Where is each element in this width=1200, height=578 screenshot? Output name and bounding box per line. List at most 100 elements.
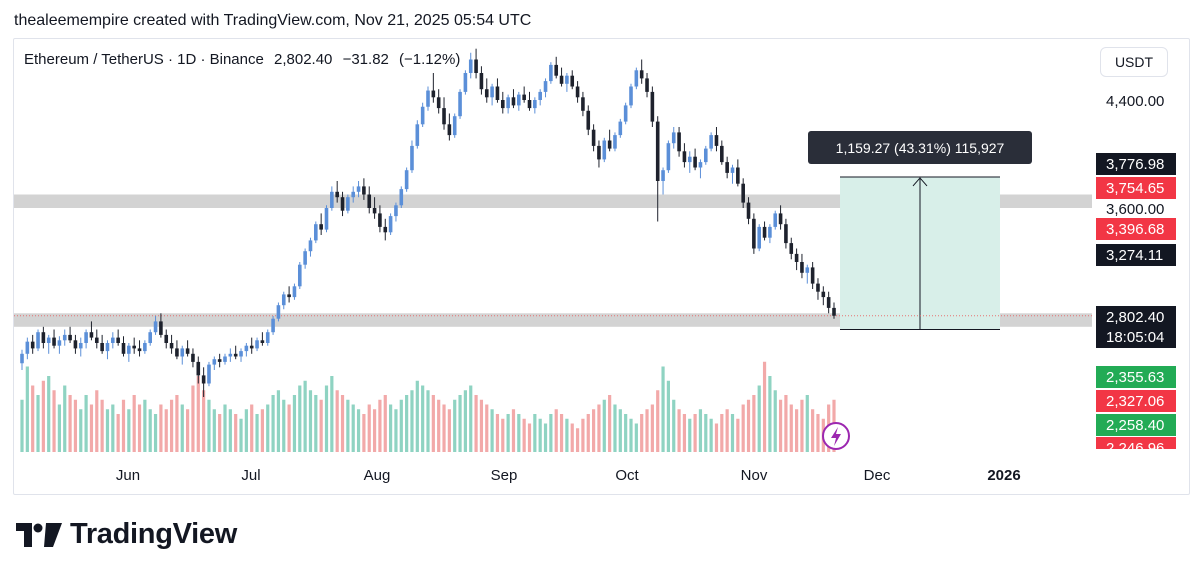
candle-body <box>597 145 601 160</box>
candle-body <box>500 100 505 109</box>
volume-bar <box>260 409 264 452</box>
candle-body <box>303 251 307 265</box>
candle <box>431 73 436 103</box>
candle <box>458 89 462 119</box>
candle-body <box>602 140 607 160</box>
candle <box>757 224 762 252</box>
candle-body <box>143 343 147 352</box>
x-axis-label: Nov <box>741 467 768 484</box>
candle <box>789 237 794 260</box>
candle <box>703 145 708 165</box>
volume-bar <box>367 404 371 452</box>
volume-bar <box>228 409 232 452</box>
tradingview-logo[interactable]: TradingView <box>16 518 237 551</box>
candle <box>671 127 676 149</box>
volume-bar <box>811 409 815 452</box>
volume-bar <box>720 414 724 452</box>
candle-body <box>442 108 446 125</box>
volume-bar <box>79 409 83 452</box>
candle <box>597 140 601 168</box>
currency-selector[interactable]: USDT <box>1100 47 1168 77</box>
candle <box>607 129 612 152</box>
candle <box>404 167 409 192</box>
volume-bar <box>517 414 521 452</box>
candle-body <box>677 132 681 152</box>
candle <box>191 348 195 368</box>
candle-body <box>36 332 40 349</box>
x-axis-label: Aug <box>364 467 391 484</box>
volume-bar <box>688 418 692 452</box>
measure-arrow-head <box>912 177 928 187</box>
symbol-name[interactable]: Ethereum / TetherUS · 1D · Binance <box>24 51 264 68</box>
candle-body <box>255 340 259 349</box>
candle <box>661 167 665 195</box>
volume-bar <box>89 404 94 452</box>
price-tag: 3,396.68 <box>1096 218 1176 240</box>
volume-bar <box>255 414 259 452</box>
candle-body <box>276 305 281 319</box>
candle-body <box>308 240 313 252</box>
candle-body <box>372 208 377 214</box>
volume-bar <box>389 404 393 452</box>
price-tag-text: 2,258.40 <box>1106 417 1164 434</box>
volume-bar <box>730 414 735 452</box>
lightning-icon[interactable] <box>822 422 850 450</box>
volume-bar <box>570 423 574 452</box>
candle <box>297 262 302 289</box>
candle <box>185 340 190 357</box>
volume-bar <box>36 395 40 452</box>
volume-bar <box>271 395 275 452</box>
candle <box>447 113 452 141</box>
candle <box>57 336 62 354</box>
candle-body <box>720 145 724 163</box>
volume-bar <box>640 414 644 452</box>
candle-body <box>479 73 484 90</box>
candle-body <box>549 64 553 82</box>
candle <box>25 337 30 360</box>
volume-bar <box>602 399 606 452</box>
candle <box>137 340 142 357</box>
volume-bar <box>159 404 163 452</box>
volume-bar <box>511 409 516 452</box>
candle-body <box>62 334 67 341</box>
candle-body <box>762 226 767 238</box>
candle <box>602 137 607 163</box>
candle-body <box>356 186 361 192</box>
volume-bar <box>415 380 419 452</box>
volume-bar <box>789 404 793 452</box>
candle-body <box>335 191 339 198</box>
candle-body <box>30 341 35 349</box>
candle <box>346 194 350 214</box>
candle <box>287 286 291 303</box>
candle-body <box>292 286 297 298</box>
candle <box>554 56 559 79</box>
price-tag-bg <box>1096 218 1176 240</box>
volume-bar <box>47 376 51 452</box>
volume-bar <box>105 409 110 452</box>
candle-body <box>148 332 153 343</box>
candle <box>159 313 163 338</box>
volume-bar <box>399 399 403 452</box>
candle-body <box>581 97 585 111</box>
candle <box>527 91 532 111</box>
volume-bar <box>314 395 318 452</box>
volume-bar <box>714 423 719 452</box>
candle-body <box>474 59 478 73</box>
candle <box>180 345 185 365</box>
candle <box>319 213 323 235</box>
volume-bar <box>239 418 243 452</box>
volume-bar <box>212 409 216 452</box>
volume-bar <box>218 414 222 452</box>
candle <box>565 73 569 92</box>
volume-bar <box>362 414 366 452</box>
volume-bar <box>31 385 35 452</box>
candle-body <box>281 294 286 306</box>
candle-body <box>511 97 516 106</box>
volume-bar <box>266 404 270 452</box>
candle <box>741 178 745 208</box>
candle-body <box>533 100 537 109</box>
candle <box>586 105 591 136</box>
support-zone <box>14 313 1092 327</box>
candle-body <box>629 86 633 106</box>
